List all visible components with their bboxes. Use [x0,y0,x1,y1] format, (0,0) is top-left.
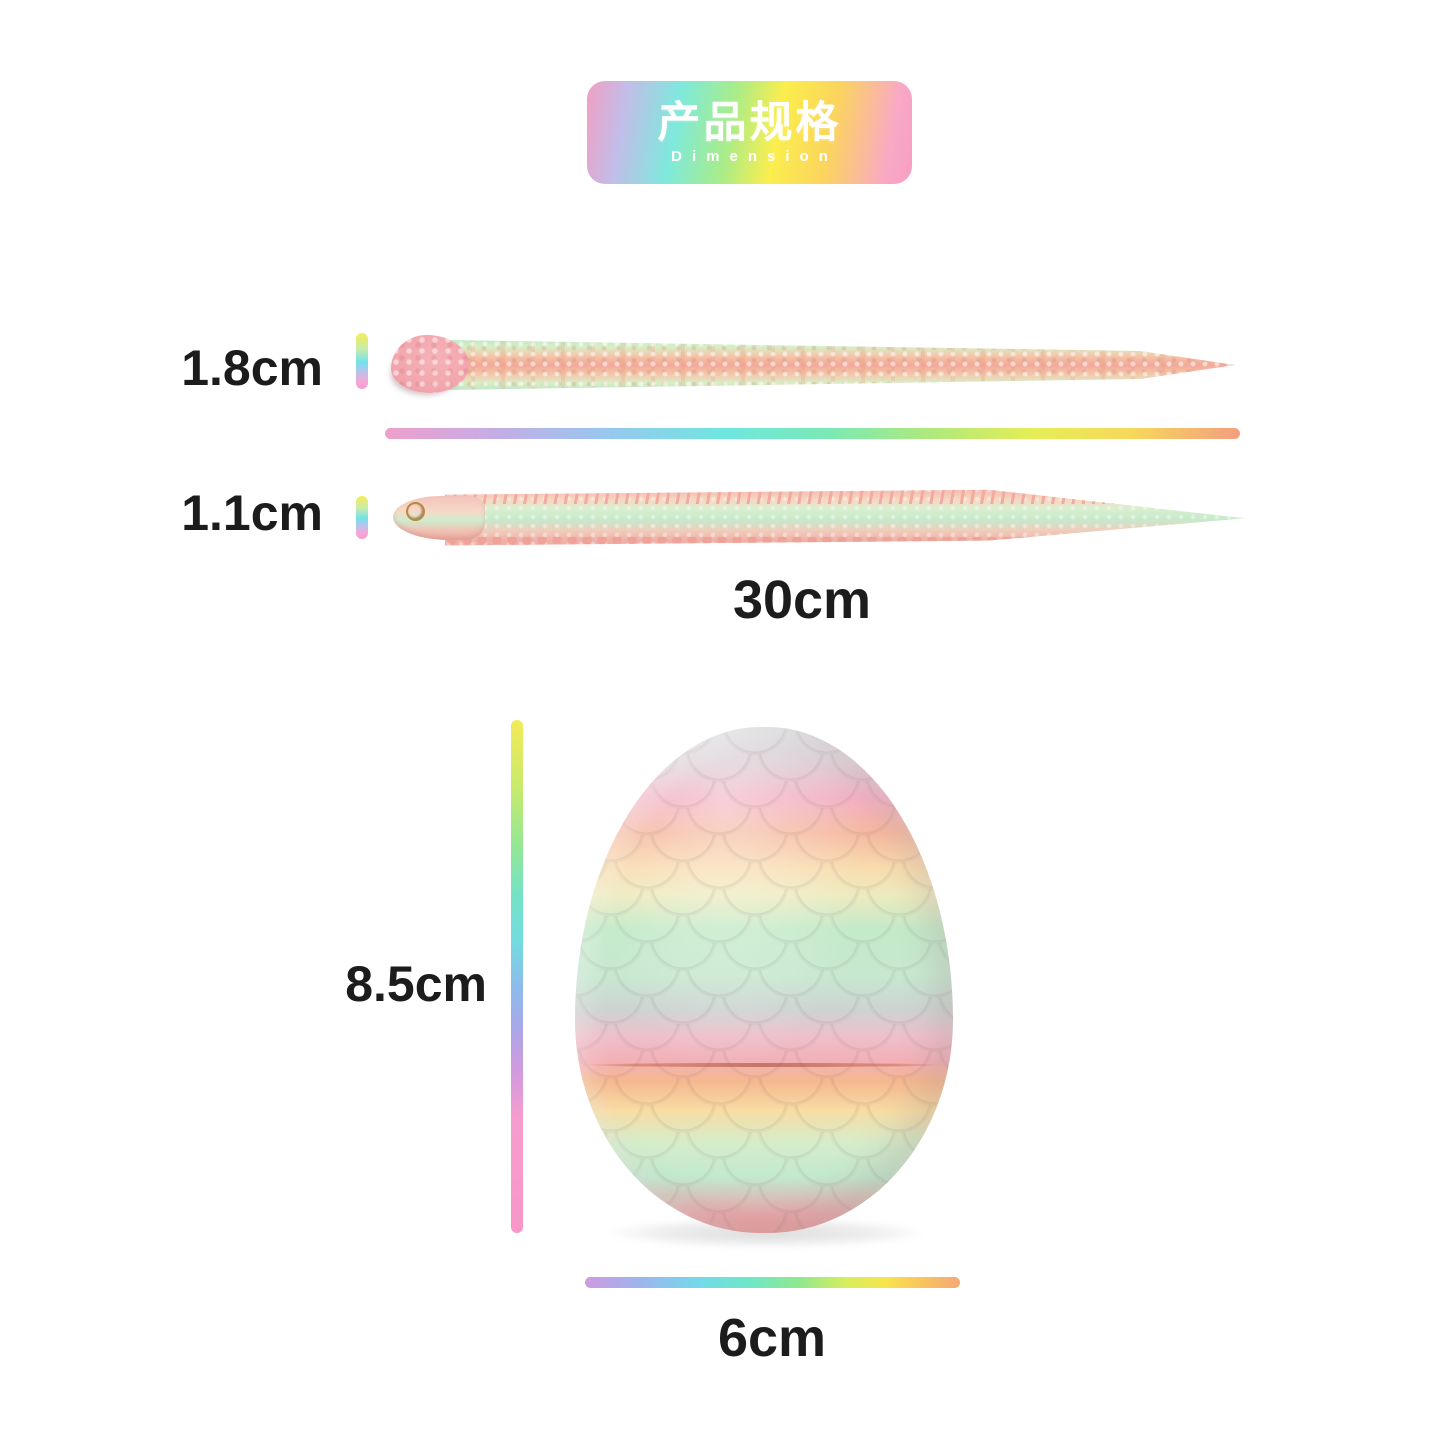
header-title-zh: 产品规格 [657,99,842,147]
snake-side-body [445,489,1245,546]
egg-width-label: 6cm [717,1308,827,1368]
snake-side-height-indicator-bar [356,496,368,539]
snake-side-height-label: 1.1cm [181,485,323,541]
snake-length-label: 30cm [732,570,872,630]
snake-side-view-photo [393,482,1248,554]
snake-top-height-label: 1.8cm [181,340,323,396]
egg-photo [575,727,953,1233]
snake-eye [406,502,425,521]
header-badge: 产品规格 Dimension [587,81,912,184]
snake-length-line [385,428,1240,439]
egg-seam [582,1063,946,1068]
egg-height-line [511,720,523,1233]
egg-width-line [585,1277,960,1288]
snake-side-head [393,496,485,540]
snake-top-body [445,340,1235,390]
snake-top-height-indicator-bar [356,333,368,389]
snake-top-head [391,335,469,393]
egg-height-label: 8.5cm [345,956,487,1012]
snake-top-view-photo [385,330,1241,400]
header-title-en: Dimension [671,148,838,165]
